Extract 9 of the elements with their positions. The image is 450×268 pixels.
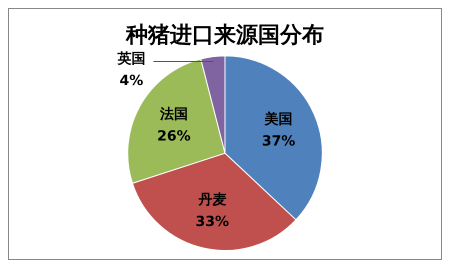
slice-label: 英国 bbox=[116, 51, 146, 68]
slice-label: 美国 bbox=[264, 110, 293, 128]
data-label: 33% bbox=[196, 214, 230, 230]
slice-label: 法国 bbox=[158, 106, 188, 123]
data-label: 26% bbox=[157, 128, 191, 145]
data-label: 4% bbox=[120, 73, 144, 90]
chart-title: 种猪进口来源国分布 bbox=[125, 22, 324, 48]
data-label: 37% bbox=[262, 134, 296, 150]
slice-label: 丹麦 bbox=[197, 192, 226, 208]
